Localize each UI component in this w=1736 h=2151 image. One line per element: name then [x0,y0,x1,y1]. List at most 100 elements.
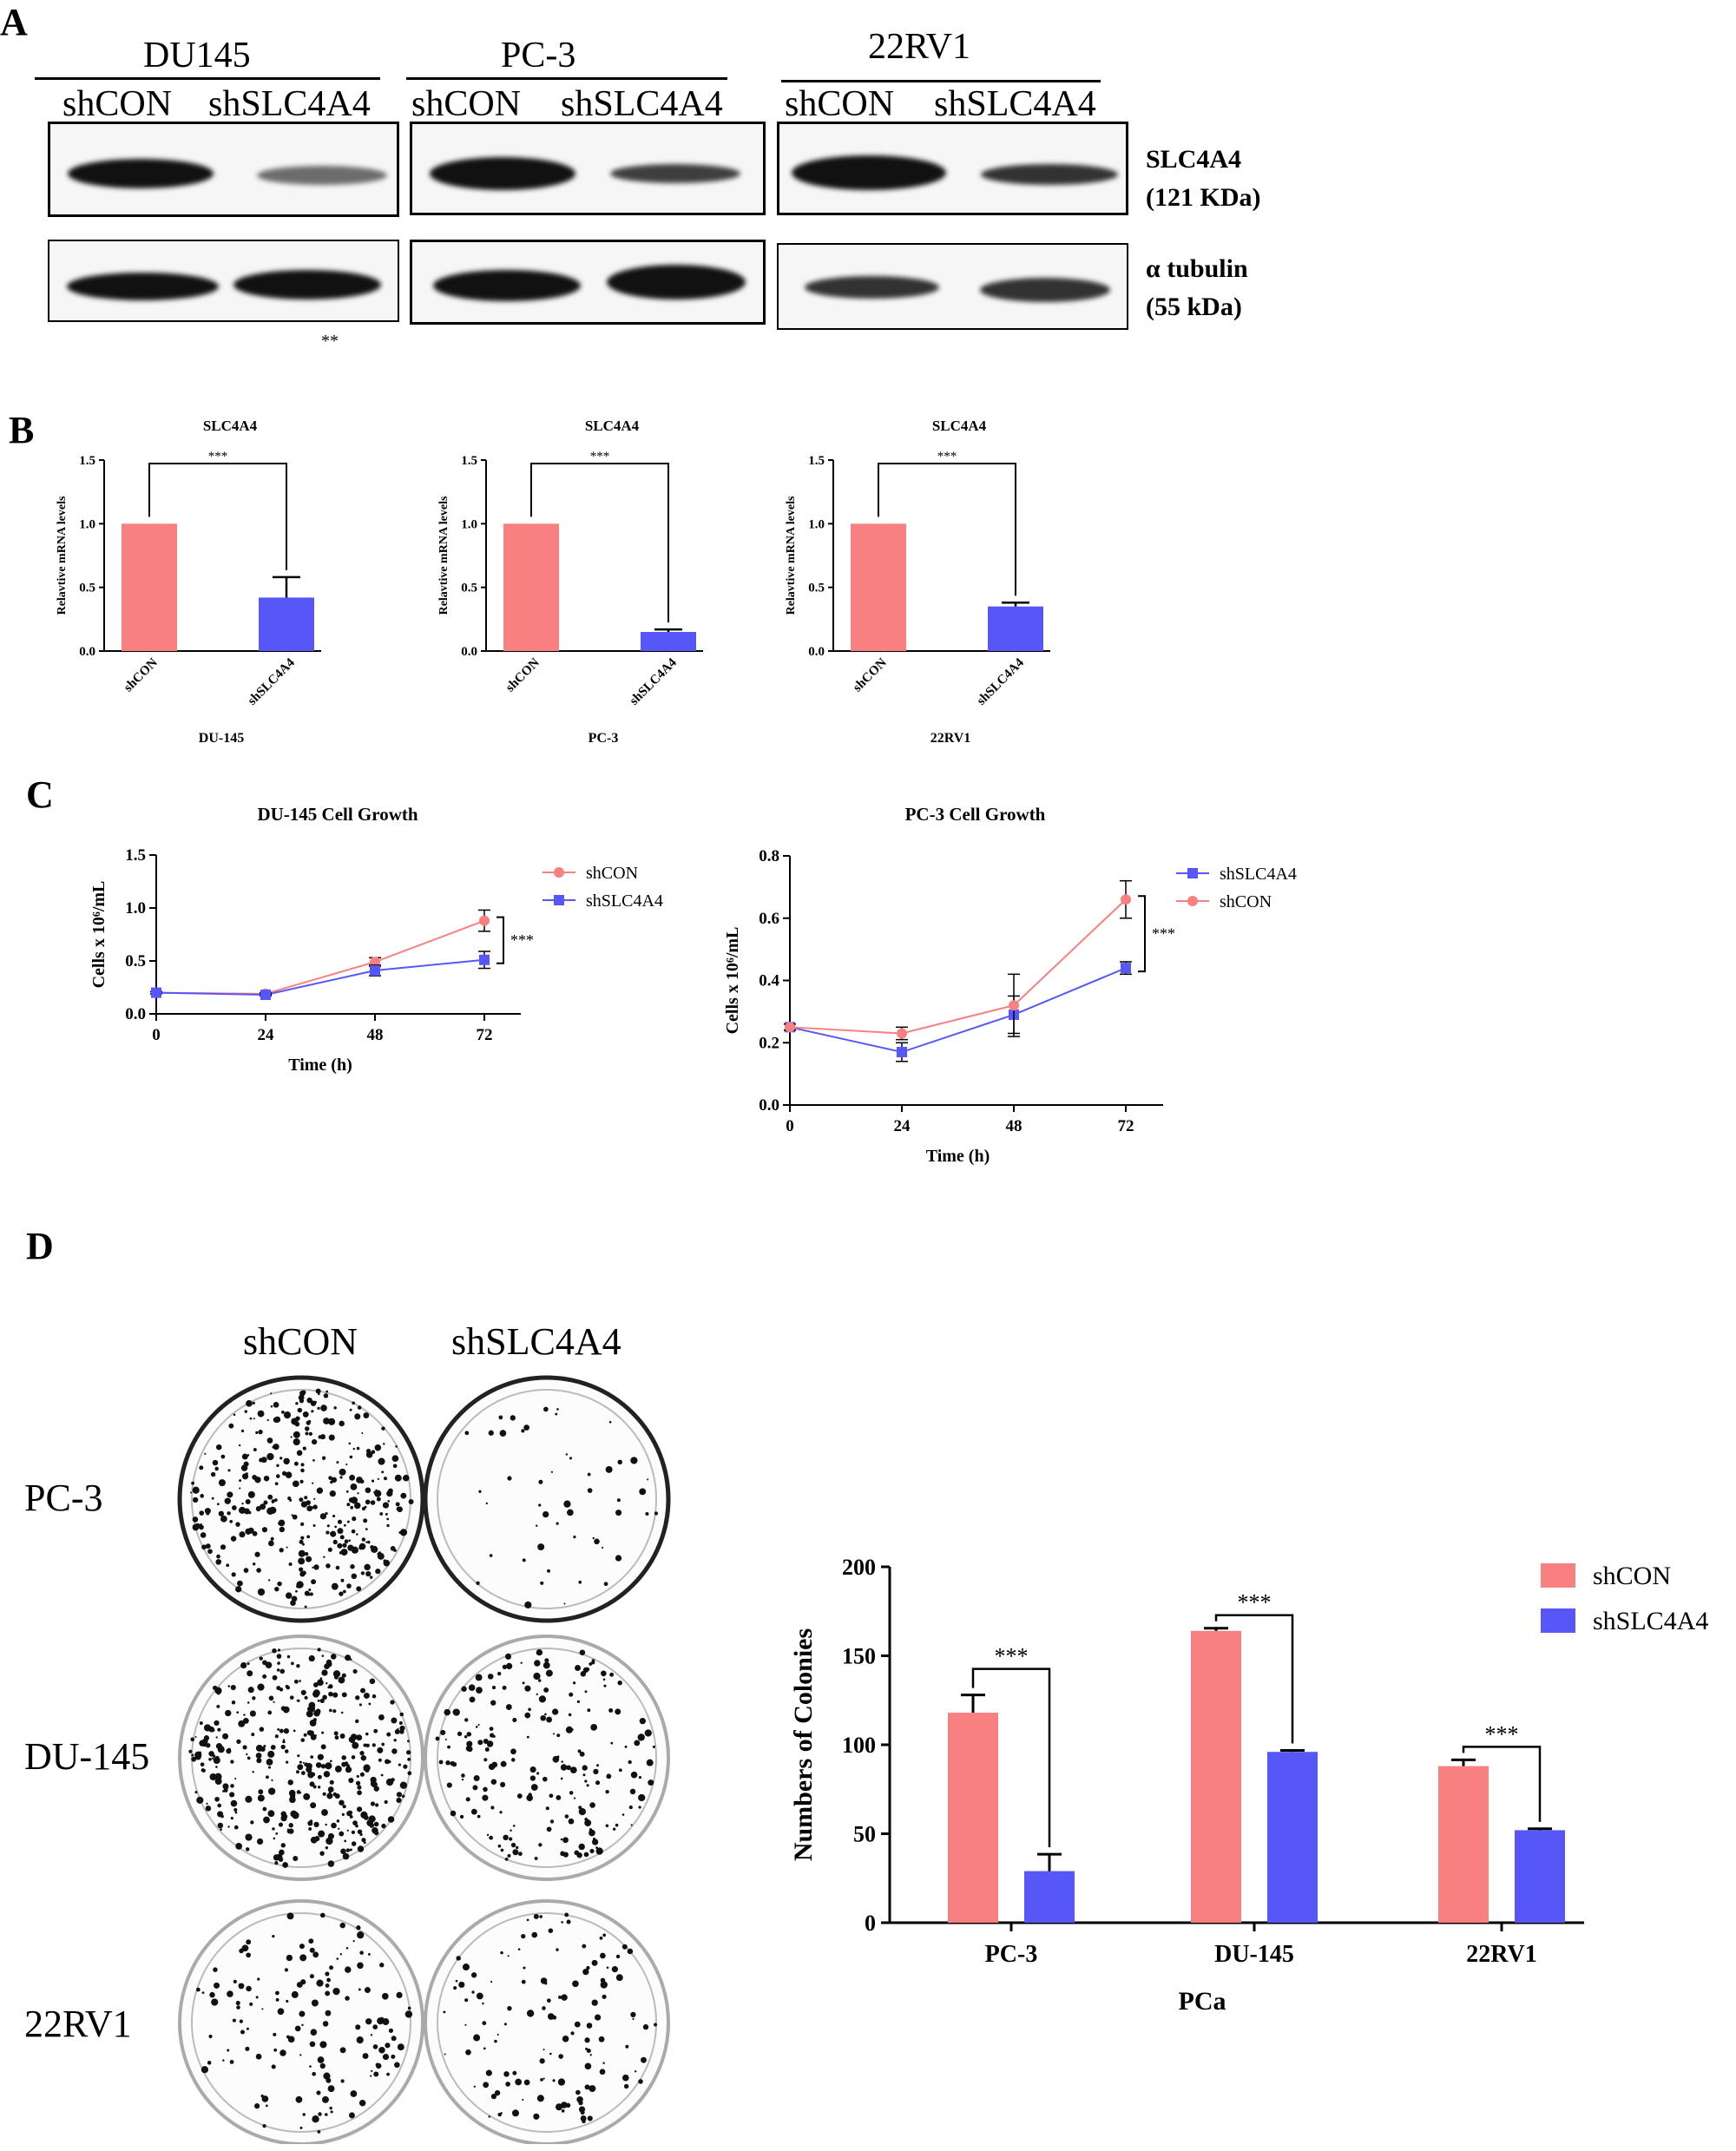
colony-dot [290,1800,293,1803]
colony-dot [489,1554,493,1557]
colony-dot [639,1718,646,1725]
colony-dot [273,2048,278,2052]
colony-dot [386,1523,390,1528]
colony-dot [548,1928,554,1933]
colony-dot [612,1827,616,1831]
colony-dot [377,1746,384,1753]
colony-dot [292,1480,299,1488]
colony-dot [539,2058,545,2064]
colony-dot [332,1987,340,1996]
data-point [479,954,490,965]
colony-dot [363,1841,366,1845]
colony-dot [483,2082,490,2089]
colony-dot [217,1811,224,1818]
colony-row-label: DU-145 [24,1735,150,1778]
colony-dot [343,1523,346,1527]
colony-dot [568,1713,572,1717]
colony-dot [276,1668,280,1672]
colony-dot [299,2010,306,2017]
colony-dot [623,2083,629,2089]
colony-dot [602,1933,607,1937]
wb-blot-slc4a4-pc3 [410,122,766,215]
colony-dot [262,1674,267,1679]
colony-dot [303,1733,307,1737]
data-point [785,1022,795,1033]
colony-dot [528,1792,532,1797]
colony-dot [476,1992,483,2000]
colony-dot [365,1732,369,1736]
colony-dot [317,1679,324,1687]
colony-dot [529,1775,536,1781]
colony-dot [293,1729,296,1733]
colony-dot [356,1533,358,1536]
colony-dot [302,2113,306,2116]
colony-dot [240,1661,247,1669]
chart-title: SLC4A4 [585,418,640,434]
colony-dot [524,1712,531,1719]
colony-dot [282,1706,290,1714]
colony-dot [335,1565,340,1570]
y-tick-label: 0.6 [759,910,779,928]
colony-dot [340,1549,348,1556]
colony-dot [306,1707,312,1711]
colony-dot [407,1757,411,1761]
colony-dot [296,1770,299,1774]
colony-dot [510,1829,512,1832]
colony-dot [345,1766,352,1773]
colony-dot [312,2071,317,2076]
y-axis-label: Cells x 10⁶/mL [89,881,108,989]
colony-dot [233,1413,236,1417]
colony-dot [284,1968,289,1972]
colony-dot [275,1474,280,1478]
colony-dot [319,1434,326,1440]
y-tick-label: 1.5 [79,454,95,468]
colony-dot [580,2110,585,2115]
panel-label-c: C [26,773,54,816]
colony-dot [497,1844,502,1848]
colony-dot [229,1792,235,1798]
colony-dot [602,1678,606,1681]
plate-rim [191,1912,411,2133]
colony-dot [326,1390,329,1393]
series-line [155,958,485,997]
x-tick-label: shSLC4A4 [975,655,1028,708]
colony-plate [424,1899,670,2144]
colony-dot [356,1774,359,1779]
colony-dot [323,1418,330,1424]
colony-dot [243,1568,249,1573]
colony-dot [446,1782,452,1788]
colony-dot [365,1743,370,1748]
colony-dot [391,2054,396,2059]
colony-dot [274,1861,279,1865]
colony-dot [227,1990,233,1997]
colony-dot [310,1755,314,1759]
colony-dot [336,1461,339,1464]
colony-dot [358,1703,363,1707]
colony-dot [277,2008,285,2016]
colony-dot [372,1743,376,1747]
colony-dot [589,1848,595,1853]
colony-dot [325,2113,328,2116]
chart-title: SLC4A4 [203,418,258,434]
colony-dot [260,1503,266,1510]
colony-dot [240,1464,248,1471]
colony-dot [617,1680,622,1686]
colony-dot [196,1987,201,1992]
colony-dot [646,1759,654,1766]
colony-dot [270,1405,273,1408]
colony-dot [483,1786,488,1792]
colony-dot [339,1953,343,1956]
colony-dot [569,1457,573,1460]
colony-dot [406,2010,412,2016]
colony-dot [477,1814,481,1819]
colony-dot [350,1496,358,1504]
data-point [897,1047,907,1058]
colony-dot [403,1784,407,1788]
colony-dot [534,1660,541,1667]
colony-dot [357,1829,363,1834]
colony-dot [289,1498,293,1502]
colony-dot [245,1528,252,1535]
colony-dot [234,1811,238,1814]
colony-dot [529,1766,536,1773]
colony-dot [306,1420,311,1425]
